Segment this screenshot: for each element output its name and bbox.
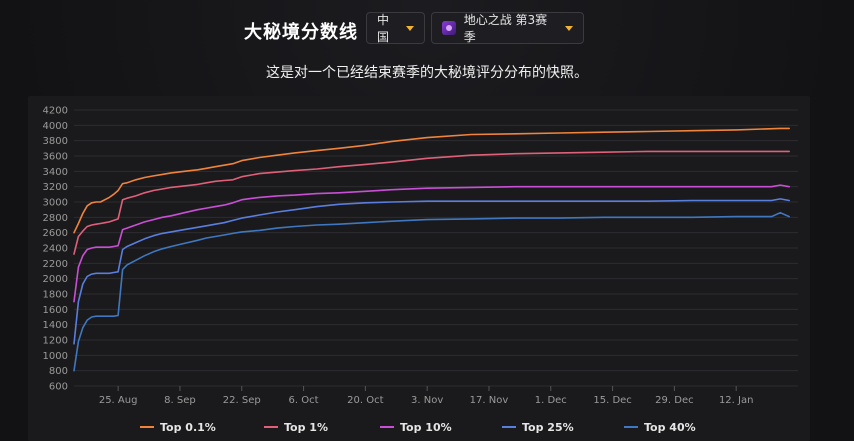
chevron-down-icon xyxy=(565,25,573,31)
x-tick-label: 12. Jan xyxy=(719,395,754,406)
legend-item[interactable]: Top 10% xyxy=(380,421,452,434)
x-tick-label: 29. Dec xyxy=(655,395,693,406)
chart-panel: 600 800 1000 1200 1400 1600 1800 2000 2200 2400 26… xyxy=(28,96,810,441)
legend: Top 0.1% Top 1% Top 10% Top 25% Top 40% xyxy=(140,421,696,434)
x-tick-label: 3. Nov xyxy=(411,395,443,406)
page-title: 大秘境分数线 xyxy=(244,22,358,43)
y-tick-label: 3000 xyxy=(43,198,68,209)
region-dropdown[interactable]: 中国 xyxy=(366,12,425,44)
legend-label: Top 10% xyxy=(400,421,452,434)
legend-item[interactable]: Top 1% xyxy=(264,421,328,434)
season-icon xyxy=(442,21,456,35)
y-tick-label: 4200 xyxy=(43,106,68,117)
series-lines xyxy=(73,127,791,372)
y-tick-label: 1800 xyxy=(43,290,68,301)
y-tick-label: 3400 xyxy=(43,167,68,178)
x-tick-label: 25. Aug xyxy=(99,395,138,406)
y-tick-label: 3200 xyxy=(43,182,68,193)
y-tick-label: 1200 xyxy=(43,336,68,347)
y-tick-label: 3800 xyxy=(43,136,68,147)
y-tick-label: 2200 xyxy=(43,259,68,270)
y-tick-label: 1600 xyxy=(43,305,68,316)
legend-label: Top 40% xyxy=(644,421,696,434)
legend-label: Top 1% xyxy=(284,421,328,434)
series-line-1[interactable] xyxy=(73,150,791,255)
x-tick-label: 1. Dec xyxy=(535,395,567,406)
y-tick-label: 1400 xyxy=(43,320,68,331)
legend-item[interactable]: Top 0.1% xyxy=(140,421,216,434)
y-tick-label: 2400 xyxy=(43,244,68,255)
y-tick-label: 600 xyxy=(49,382,68,393)
y-tick-label: 800 xyxy=(49,366,68,377)
page-subtitle: 这是对一个已经结束赛季的大秘境评分分布的快照。 xyxy=(266,65,588,81)
season-dropdown[interactable]: 地心之战 第3赛季 xyxy=(431,12,584,44)
header: 大秘境分数线 中国 地心之战 第3赛季 xyxy=(0,10,854,46)
series-line-4[interactable] xyxy=(73,211,791,372)
x-tick-label: 22. Sep xyxy=(223,395,261,406)
chevron-down-icon xyxy=(406,25,414,31)
legend-item[interactable]: Top 40% xyxy=(624,421,696,434)
y-tick-label: 1000 xyxy=(43,351,68,362)
y-tick-label: 2000 xyxy=(43,274,68,285)
x-tick-label: 15. Dec xyxy=(593,395,631,406)
legend-label: Top 0.1% xyxy=(160,421,216,434)
region-dropdown-label: 中国 xyxy=(377,13,390,44)
series-line-3[interactable] xyxy=(73,198,791,345)
y-tick-label: 4000 xyxy=(43,121,68,132)
x-axis: 25. Aug 8. Sep 22. Sep 6. Oct 20. Oct 3. Nov 1… xyxy=(99,386,754,406)
legend-item[interactable]: Top 25% xyxy=(502,421,574,434)
x-tick-label: 8. Sep xyxy=(164,395,196,406)
series-line-2[interactable] xyxy=(73,184,791,303)
x-tick-label: 17. Nov xyxy=(470,395,509,406)
y-tick-label: 2600 xyxy=(43,228,68,239)
season-dropdown-label: 地心之战 第3赛季 xyxy=(463,13,548,44)
y-tick-label: 3600 xyxy=(43,152,68,163)
legend-label: Top 25% xyxy=(522,421,574,434)
score-cutoff-chart: 600 800 1000 1200 1400 1600 1800 2000 2200 2400 26… xyxy=(43,106,798,434)
series-line-0[interactable] xyxy=(73,127,791,234)
y-axis: 600 800 1000 1200 1400 1600 1800 2000 2200 2400 26… xyxy=(43,106,68,393)
x-tick-label: 6. Oct xyxy=(289,395,319,406)
x-tick-label: 20. Oct xyxy=(347,395,383,406)
y-tick-label: 2800 xyxy=(43,213,68,224)
